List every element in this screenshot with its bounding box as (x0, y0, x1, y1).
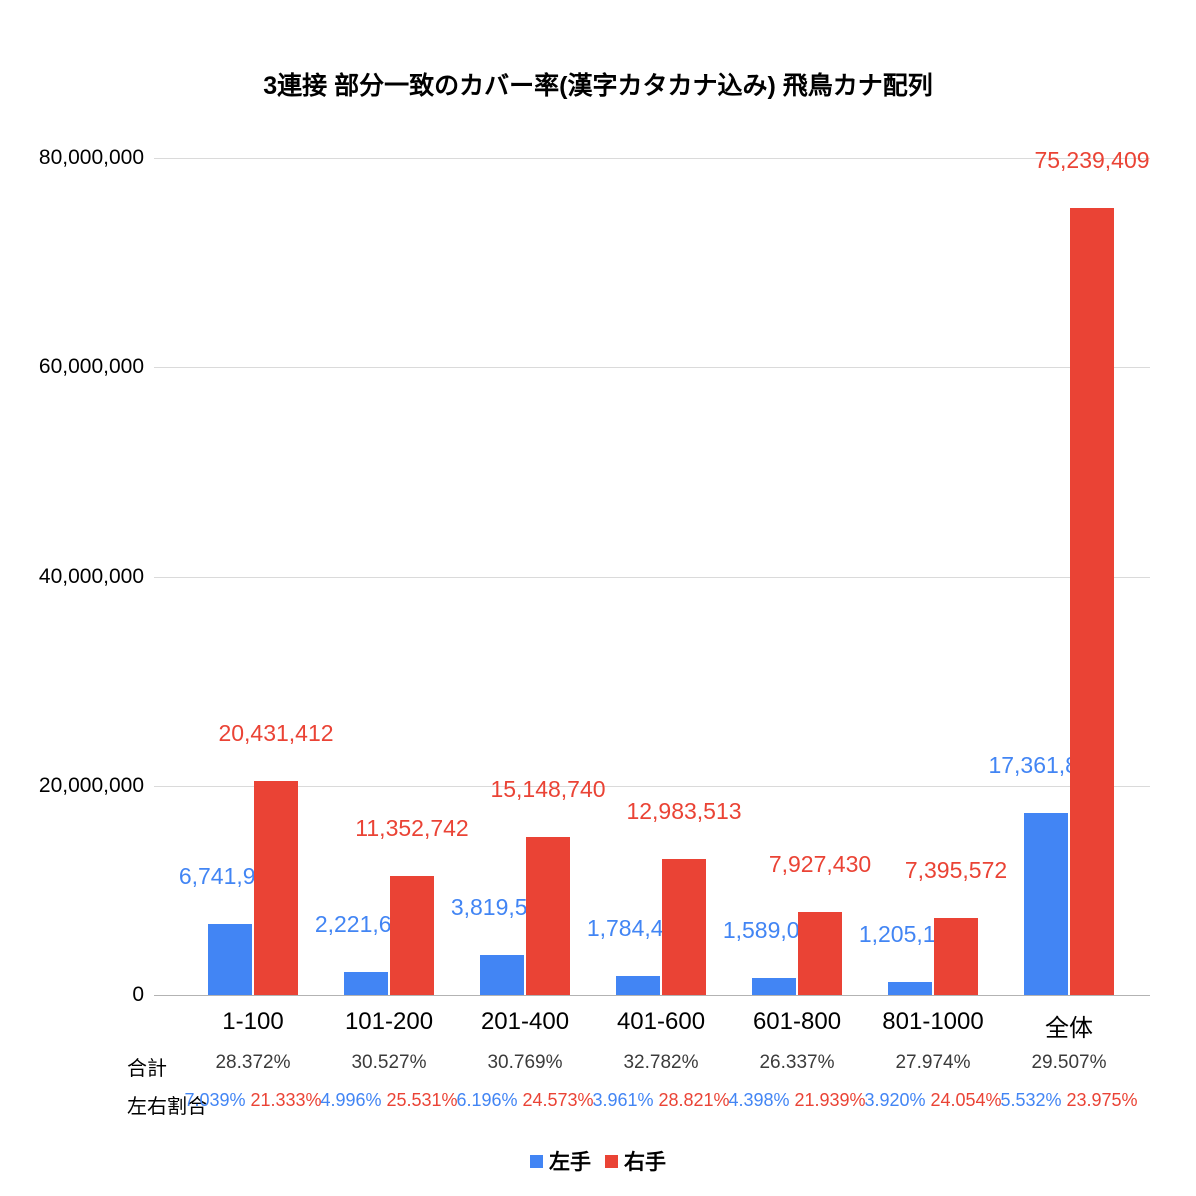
gridline (154, 158, 1150, 159)
left-ratio-percentage: 3.920% (864, 1090, 926, 1110)
right-ratio-percentage: 25.531% (386, 1090, 458, 1110)
legend-swatch (530, 1154, 543, 1168)
left-hand-bar (616, 976, 660, 995)
category-label: 全体 (1045, 1015, 1093, 1042)
total-percentage: 26.337% (759, 1052, 835, 1073)
category-label: 601-800 (752, 1008, 842, 1035)
total-percentage: 30.527% (351, 1052, 427, 1073)
y-tick-label: 40,000,000 (38, 564, 144, 588)
ratio-pair: 3.961% 28.821% (592, 1090, 729, 1111)
right-hand-value-label: 20,431,412 (218, 720, 334, 747)
right-hand-bar (798, 912, 842, 995)
left-hand-bar (888, 982, 932, 995)
left-ratio-percentage: 6.196% (456, 1090, 518, 1110)
total-row-label: 合計 (127, 1058, 167, 1080)
ratio-pair: 4.996% 25.531% (320, 1090, 457, 1111)
y-tick-label: 20,000,000 (38, 773, 144, 797)
right-hand-bar (390, 876, 434, 995)
right-ratio-percentage: 28.821% (658, 1090, 730, 1110)
x-axis-line (154, 995, 1150, 996)
category-label: 401-600 (616, 1008, 706, 1035)
right-hand-value-label: 11,352,742 (355, 815, 469, 842)
left-hand-bar (752, 978, 796, 995)
legend-label: 左手 (549, 1151, 591, 1174)
right-hand-bar (254, 781, 298, 995)
right-hand-value-label: 15,148,740 (490, 775, 606, 802)
right-hand-value-label: 7,395,572 (904, 856, 1008, 883)
ratio-row-label: 左右割合 (127, 1096, 207, 1118)
right-hand-value-label: 7,927,430 (768, 851, 872, 878)
chart-title: 3連接 部分一致のカバー率(漢字カタカナ込み) 飛鳥カナ配列 (263, 72, 933, 100)
ratio-pair: 7.039% 21.333% (184, 1090, 321, 1111)
right-ratio-percentage: 21.939% (794, 1090, 866, 1110)
left-ratio-percentage: 4.996% (320, 1090, 382, 1110)
legend-item: 左手 (530, 1146, 591, 1176)
total-row: 28.372% 30.527% 30.769% 32.782% 26.337% 27.97… (160, 1052, 1150, 1082)
legend-label: 右手 (624, 1151, 666, 1174)
left-hand-bar (208, 924, 252, 995)
total-percentage: 27.974% (895, 1052, 971, 1073)
legend: 左手 右手 (0, 1146, 1196, 1176)
right-hand-bar (526, 836, 570, 995)
ratio-pair: 3.920% 24.054% (864, 1090, 1001, 1111)
right-ratio-percentage: 23.975% (1066, 1090, 1138, 1110)
right-hand-bar (934, 917, 978, 995)
category-label: 201-400 (480, 1008, 570, 1035)
gridline (154, 785, 1150, 787)
right-ratio-percentage: 21.333% (250, 1090, 322, 1110)
ratio-pair: 4.398% 21.939% (728, 1090, 865, 1111)
total-percentage: 29.507% (1031, 1052, 1107, 1073)
legend-item: 右手 (605, 1146, 666, 1176)
left-ratio-percentage: 3.961% (592, 1090, 654, 1110)
left-hand-bar (480, 955, 524, 995)
gridline (154, 367, 1150, 369)
y-tick-label: 60,000,000 (38, 355, 144, 379)
right-ratio-percentage: 24.573% (522, 1090, 594, 1110)
right-hand-bar (1070, 207, 1114, 995)
plot-area: 6,741,933 2,221,659 3,819,589 1,784,484 1,58… (154, 147, 1150, 996)
category-label: 801-1000 (882, 1008, 984, 1035)
ratio-pair: 6.196% 24.573% (456, 1090, 593, 1111)
left-hand-bar (344, 971, 388, 995)
right-hand-value-label: 75,239,409 (1034, 146, 1150, 173)
total-percentage: 28.372% (215, 1052, 291, 1073)
total-percentage: 30.769% (487, 1052, 563, 1073)
y-axis: 0 20,000,000 40,000,000 60,000,000 80,000,00… (0, 146, 150, 1006)
left-ratio-percentage: 7.039% (184, 1090, 246, 1110)
category-label: 1-100 (222, 1008, 284, 1035)
right-hand-value-label: 12,983,513 (626, 798, 742, 825)
total-percentage: 32.782% (623, 1052, 699, 1073)
ratio-row: 7.039% 21.333% 4.996% 25.531% 6.196% 24.573% 3… (160, 1090, 1150, 1120)
left-ratio-percentage: 4.398% (728, 1090, 790, 1110)
right-hand-bar (662, 859, 706, 995)
gridline (154, 576, 1150, 578)
left-hand-bar (1024, 813, 1068, 995)
right-ratio-percentage: 24.054% (930, 1090, 1002, 1110)
left-ratio-percentage: 5.532% (1000, 1090, 1062, 1110)
y-tick-label: 80,000,000 (38, 146, 144, 169)
x-axis-labels: 1-100 101-200 201-400 401-600 601-800 801-100… (160, 1008, 1150, 1042)
ratio-pair: 5.532% 23.975% (1000, 1090, 1137, 1111)
category-label: 101-200 (344, 1008, 434, 1035)
y-tick-label: 0 (132, 983, 144, 1006)
legend-swatch (605, 1154, 618, 1168)
